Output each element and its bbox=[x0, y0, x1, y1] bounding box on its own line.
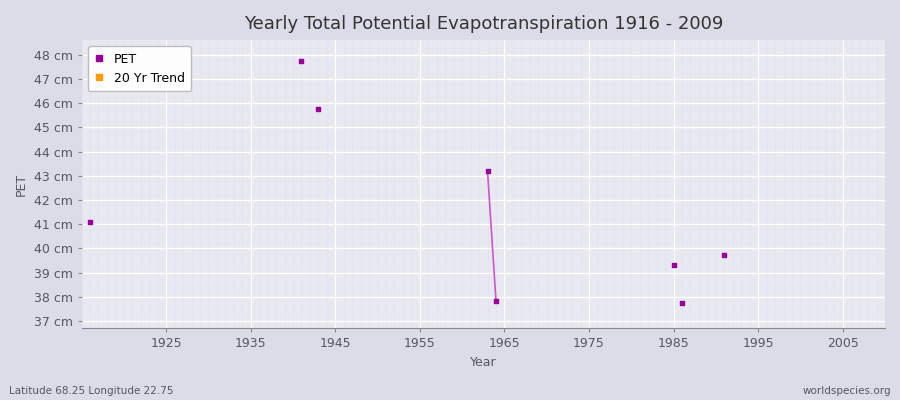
Text: Latitude 68.25 Longitude 22.75: Latitude 68.25 Longitude 22.75 bbox=[9, 386, 174, 396]
Point bbox=[717, 251, 732, 258]
X-axis label: Year: Year bbox=[470, 356, 497, 369]
Title: Yearly Total Potential Evapotranspiration 1916 - 2009: Yearly Total Potential Evapotranspiratio… bbox=[244, 15, 723, 33]
Point bbox=[675, 300, 689, 306]
Legend: PET, 20 Yr Trend: PET, 20 Yr Trend bbox=[88, 46, 192, 91]
Y-axis label: PET: PET bbox=[15, 173, 28, 196]
Point bbox=[294, 58, 309, 64]
Point bbox=[666, 262, 680, 269]
Text: worldspecies.org: worldspecies.org bbox=[803, 386, 891, 396]
Point bbox=[311, 106, 326, 112]
Point bbox=[489, 297, 503, 304]
Point bbox=[481, 168, 495, 174]
Point bbox=[83, 219, 97, 225]
